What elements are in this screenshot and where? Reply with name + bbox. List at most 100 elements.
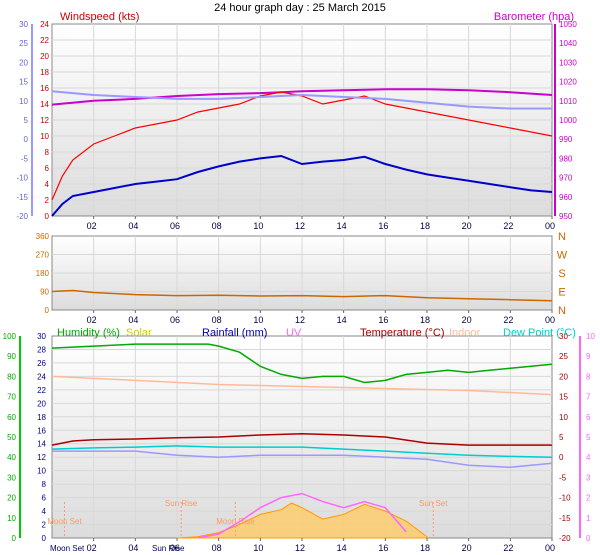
rainfall-tick-2: 2 xyxy=(42,521,47,530)
barometer-tick-1020: 1020 xyxy=(559,78,577,87)
x-tick-label-14: 14 xyxy=(337,315,347,325)
x-tick-label-22: 22 xyxy=(503,543,513,553)
series-dewpoint xyxy=(51,445,553,458)
x-tick-label-02: 02 xyxy=(87,221,97,231)
series-temperature xyxy=(51,433,552,446)
uv-tick-0: 0 xyxy=(586,534,591,543)
compass-label-S: S xyxy=(558,268,565,280)
uv-tick-10: 10 xyxy=(586,332,595,341)
legend-dewpoint: Dew Point (°C) xyxy=(503,327,576,339)
x-tick-label-10: 10 xyxy=(253,543,263,553)
windspeed-tick-20: 20 xyxy=(40,52,49,61)
direction-tick-180: 180 xyxy=(36,269,50,278)
rainfall-tick-10: 10 xyxy=(37,467,46,476)
x-tick-label-04: 04 xyxy=(128,543,138,553)
humidity-tick-60: 60 xyxy=(7,413,16,422)
x-tick-label-02: 02 xyxy=(87,315,97,325)
x-tick-label-00: 00 xyxy=(545,221,555,231)
x-tick-label-14: 14 xyxy=(337,221,347,231)
rainfall-tick-18: 18 xyxy=(37,413,46,422)
compass-label-N: N xyxy=(558,231,566,243)
temperature-tick-10: 10 xyxy=(19,97,28,106)
temperature-tick--15: -15 xyxy=(16,193,28,202)
series-temperature xyxy=(51,90,552,110)
x-tick-label-10: 10 xyxy=(253,221,263,231)
x-tick-label-02: 02 xyxy=(87,543,97,553)
windspeed-tick-4: 4 xyxy=(45,180,50,189)
temperature-tick-0: 0 xyxy=(24,135,29,144)
x-tick-label-00: 00 xyxy=(545,315,555,325)
x-tick-label-08: 08 xyxy=(212,543,222,553)
compass-label-W: W xyxy=(557,250,568,262)
event-label: Sun Rise xyxy=(165,499,198,508)
windspeed-tick-22: 22 xyxy=(40,36,49,45)
chart-title: 24 hour graph day : 25 March 2015 xyxy=(214,2,386,14)
rainfall-tick-16: 16 xyxy=(37,426,46,435)
series-uv xyxy=(197,492,407,539)
uv-tick-7: 7 xyxy=(586,393,591,402)
event-label: Sun Set xyxy=(419,499,448,508)
temperature-tick-5: 5 xyxy=(24,116,29,125)
x-tick-label-16: 16 xyxy=(378,221,388,231)
uv-tick-9: 9 xyxy=(586,352,591,361)
temperature-right-tick--5: -5 xyxy=(559,473,567,482)
direction-tick-0: 0 xyxy=(45,306,50,315)
windspeed-tick-6: 6 xyxy=(45,164,50,173)
compass-label-N: N xyxy=(558,305,566,317)
barometer-tick-950: 950 xyxy=(559,212,573,221)
temperature-tick-30: 30 xyxy=(19,20,28,29)
temperature-right-tick-30: 30 xyxy=(559,332,568,341)
humidity-tick-40: 40 xyxy=(7,453,16,462)
uv-tick-2: 2 xyxy=(586,494,591,503)
x-event-sun-rise: Sun Rise xyxy=(152,544,185,553)
windspeed-tick-16: 16 xyxy=(40,84,49,93)
series-direction xyxy=(51,289,553,302)
series-wind_avg xyxy=(51,154,553,217)
temperature-tick--10: -10 xyxy=(16,174,28,183)
barometer-axis-label: Barometer (hpa) xyxy=(494,11,574,23)
temperature-right-tick-25: 25 xyxy=(559,352,568,361)
windspeed-tick-10: 10 xyxy=(40,132,49,141)
x-tick-label-18: 18 xyxy=(420,315,430,325)
rainfall-tick-4: 4 xyxy=(42,507,47,516)
windspeed-tick-0: 0 xyxy=(45,212,50,221)
temperature-right-tick-20: 20 xyxy=(559,372,568,381)
humidity-tick-0: 0 xyxy=(12,534,17,543)
temperature-right-tick--15: -15 xyxy=(559,514,571,523)
x-tick-label-08: 08 xyxy=(212,315,222,325)
x-event-moon-set: Moon Set xyxy=(50,544,85,553)
rainfall-tick-0: 0 xyxy=(42,534,47,543)
rainfall-tick-8: 8 xyxy=(42,480,47,489)
rainfall-tick-20: 20 xyxy=(37,399,46,408)
legend-temperature: Temperature (°C) xyxy=(360,327,444,339)
temperature-tick--5: -5 xyxy=(21,154,29,163)
event-label: Moon Rise xyxy=(216,517,255,526)
rainfall-tick-12: 12 xyxy=(37,453,46,462)
temperature-tick-25: 25 xyxy=(19,39,28,48)
humidity-tick-100: 100 xyxy=(3,332,17,341)
x-tick-label-10: 10 xyxy=(253,315,263,325)
windspeed-tick-8: 8 xyxy=(45,148,50,157)
series-indoor xyxy=(51,375,553,396)
windspeed-tick-24: 24 xyxy=(40,20,49,29)
x-tick-label-00: 00 xyxy=(545,543,555,553)
series-wind_gust xyxy=(51,91,553,201)
barometer-tick-990: 990 xyxy=(559,135,573,144)
temperature-right-tick-0: 0 xyxy=(559,453,564,462)
event-label: Moon Set xyxy=(47,517,82,526)
x-tick-label-18: 18 xyxy=(420,221,430,231)
direction-tick-90: 90 xyxy=(40,288,49,297)
uv-tick-5: 5 xyxy=(586,433,591,442)
x-tick-label-12: 12 xyxy=(295,543,305,553)
direction-tick-270: 270 xyxy=(36,251,50,260)
legend-indoor: Indoor xyxy=(449,327,481,339)
x-tick-label-12: 12 xyxy=(295,221,305,231)
rainfall-tick-24: 24 xyxy=(37,372,46,381)
humidity-tick-80: 80 xyxy=(7,372,16,381)
humidity-tick-20: 20 xyxy=(7,494,16,503)
x-tick-label-16: 16 xyxy=(378,543,388,553)
barometer-tick-1040: 1040 xyxy=(559,39,577,48)
barometer-tick-970: 970 xyxy=(559,174,573,183)
x-tick-label-20: 20 xyxy=(462,221,472,231)
x-tick-label-18: 18 xyxy=(420,543,430,553)
